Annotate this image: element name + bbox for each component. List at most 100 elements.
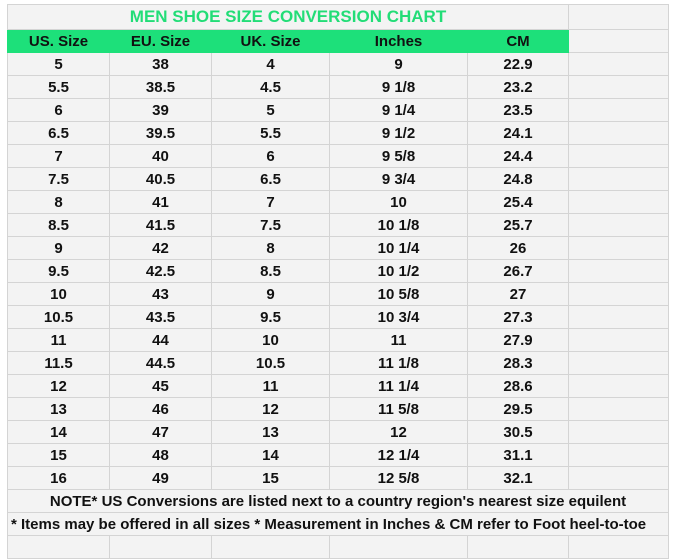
cell-eu-size[interactable]: 39.5 xyxy=(109,121,212,145)
cell-uk-size[interactable]: 7 xyxy=(211,190,330,214)
empty-cell[interactable] xyxy=(568,328,669,352)
cell-inches[interactable]: 11 1/4 xyxy=(329,374,468,398)
empty-cell[interactable] xyxy=(568,259,669,283)
cell-inches[interactable]: 10 1/4 xyxy=(329,236,468,260)
empty-cell[interactable] xyxy=(568,167,669,191)
cell-inches[interactable]: 9 1/4 xyxy=(329,98,468,122)
cell-uk-size[interactable]: 13 xyxy=(211,420,330,444)
cell-us-size[interactable]: 6 xyxy=(7,98,110,122)
cell-uk-size[interactable]: 4.5 xyxy=(211,75,330,99)
cell-uk-size[interactable]: 4 xyxy=(211,52,330,76)
cell-uk-size[interactable]: 8.5 xyxy=(211,259,330,283)
empty-cell[interactable] xyxy=(211,535,330,559)
empty-cell[interactable] xyxy=(568,144,669,168)
cell-cm[interactable]: 24.8 xyxy=(467,167,569,191)
cell-uk-size[interactable]: 11 xyxy=(211,374,330,398)
cell-eu-size[interactable]: 46 xyxy=(109,397,212,421)
cell-cm[interactable]: 24.1 xyxy=(467,121,569,145)
cell-uk-size[interactable]: 6.5 xyxy=(211,167,330,191)
cell-eu-size[interactable]: 43 xyxy=(109,282,212,306)
cell-uk-size[interactable]: 9 xyxy=(211,282,330,306)
cell-us-size[interactable]: 12 xyxy=(7,374,110,398)
cell-us-size[interactable]: 8 xyxy=(7,190,110,214)
empty-cell[interactable] xyxy=(568,374,669,398)
cell-us-size[interactable]: 9.5 xyxy=(7,259,110,283)
empty-cell[interactable] xyxy=(467,535,569,559)
empty-cell[interactable] xyxy=(568,121,669,145)
cell-eu-size[interactable]: 44 xyxy=(109,328,212,352)
cell-inches[interactable]: 10 1/8 xyxy=(329,213,468,237)
cell-inches[interactable]: 10 xyxy=(329,190,468,214)
cell-eu-size[interactable]: 44.5 xyxy=(109,351,212,375)
cell-cm[interactable]: 24.4 xyxy=(467,144,569,168)
cell-cm[interactable]: 25.7 xyxy=(467,213,569,237)
cell-uk-size[interactable]: 12 xyxy=(211,397,330,421)
cell-eu-size[interactable]: 48 xyxy=(109,443,212,467)
empty-cell[interactable] xyxy=(568,282,669,306)
cell-eu-size[interactable]: 41 xyxy=(109,190,212,214)
cell-eu-size[interactable]: 38 xyxy=(109,52,212,76)
empty-cell[interactable] xyxy=(568,305,669,329)
empty-cell[interactable] xyxy=(568,52,669,76)
cell-cm[interactable]: 27.3 xyxy=(467,305,569,329)
cell-eu-size[interactable]: 39 xyxy=(109,98,212,122)
cell-cm[interactable]: 26 xyxy=(467,236,569,260)
cell-eu-size[interactable]: 43.5 xyxy=(109,305,212,329)
cell-eu-size[interactable]: 45 xyxy=(109,374,212,398)
cell-cm[interactable]: 30.5 xyxy=(467,420,569,444)
cell-cm[interactable]: 31.1 xyxy=(467,443,569,467)
empty-cell[interactable] xyxy=(568,420,669,444)
cell-inches[interactable]: 10 3/4 xyxy=(329,305,468,329)
cell-cm[interactable]: 28.3 xyxy=(467,351,569,375)
cell-inches[interactable]: 9 1/8 xyxy=(329,75,468,99)
cell-us-size[interactable]: 11.5 xyxy=(7,351,110,375)
empty-cell[interactable] xyxy=(568,75,669,99)
cell-cm[interactable]: 28.6 xyxy=(467,374,569,398)
cell-inches[interactable]: 11 5/8 xyxy=(329,397,468,421)
cell-eu-size[interactable]: 40.5 xyxy=(109,167,212,191)
empty-cell[interactable] xyxy=(568,29,669,53)
empty-cell[interactable] xyxy=(568,466,669,490)
cell-uk-size[interactable]: 7.5 xyxy=(211,213,330,237)
cell-uk-size[interactable]: 8 xyxy=(211,236,330,260)
empty-cell[interactable] xyxy=(568,213,669,237)
cell-us-size[interactable]: 5.5 xyxy=(7,75,110,99)
cell-inches[interactable]: 9 1/2 xyxy=(329,121,468,145)
cell-cm[interactable]: 23.5 xyxy=(467,98,569,122)
cell-uk-size[interactable]: 9.5 xyxy=(211,305,330,329)
cell-us-size[interactable]: 7 xyxy=(7,144,110,168)
cell-uk-size[interactable]: 10.5 xyxy=(211,351,330,375)
empty-cell[interactable] xyxy=(568,98,669,122)
cell-us-size[interactable]: 13 xyxy=(7,397,110,421)
cell-eu-size[interactable]: 42.5 xyxy=(109,259,212,283)
cell-us-size[interactable]: 15 xyxy=(7,443,110,467)
cell-uk-size[interactable]: 5.5 xyxy=(211,121,330,145)
cell-inches[interactable]: 10 5/8 xyxy=(329,282,468,306)
cell-inches[interactable]: 9 5/8 xyxy=(329,144,468,168)
cell-eu-size[interactable]: 38.5 xyxy=(109,75,212,99)
cell-uk-size[interactable]: 14 xyxy=(211,443,330,467)
cell-eu-size[interactable]: 41.5 xyxy=(109,213,212,237)
cell-inches[interactable]: 12 1/4 xyxy=(329,443,468,467)
cell-us-size[interactable]: 9 xyxy=(7,236,110,260)
cell-us-size[interactable]: 7.5 xyxy=(7,167,110,191)
cell-inches[interactable]: 12 5/8 xyxy=(329,466,468,490)
cell-eu-size[interactable]: 49 xyxy=(109,466,212,490)
empty-cell[interactable] xyxy=(568,535,669,559)
cell-cm[interactable]: 26.7 xyxy=(467,259,569,283)
cell-us-size[interactable]: 6.5 xyxy=(7,121,110,145)
cell-eu-size[interactable]: 40 xyxy=(109,144,212,168)
cell-cm[interactable]: 32.1 xyxy=(467,466,569,490)
empty-cell[interactable] xyxy=(568,351,669,375)
cell-uk-size[interactable]: 15 xyxy=(211,466,330,490)
empty-cell[interactable] xyxy=(568,236,669,260)
cell-cm[interactable]: 22.9 xyxy=(467,52,569,76)
cell-inches[interactable]: 12 xyxy=(329,420,468,444)
cell-inches[interactable]: 9 xyxy=(329,52,468,76)
cell-eu-size[interactable]: 42 xyxy=(109,236,212,260)
cell-inches[interactable]: 11 1/8 xyxy=(329,351,468,375)
cell-cm[interactable]: 29.5 xyxy=(467,397,569,421)
cell-us-size[interactable]: 10 xyxy=(7,282,110,306)
cell-inches[interactable]: 11 xyxy=(329,328,468,352)
cell-inches[interactable]: 10 1/2 xyxy=(329,259,468,283)
